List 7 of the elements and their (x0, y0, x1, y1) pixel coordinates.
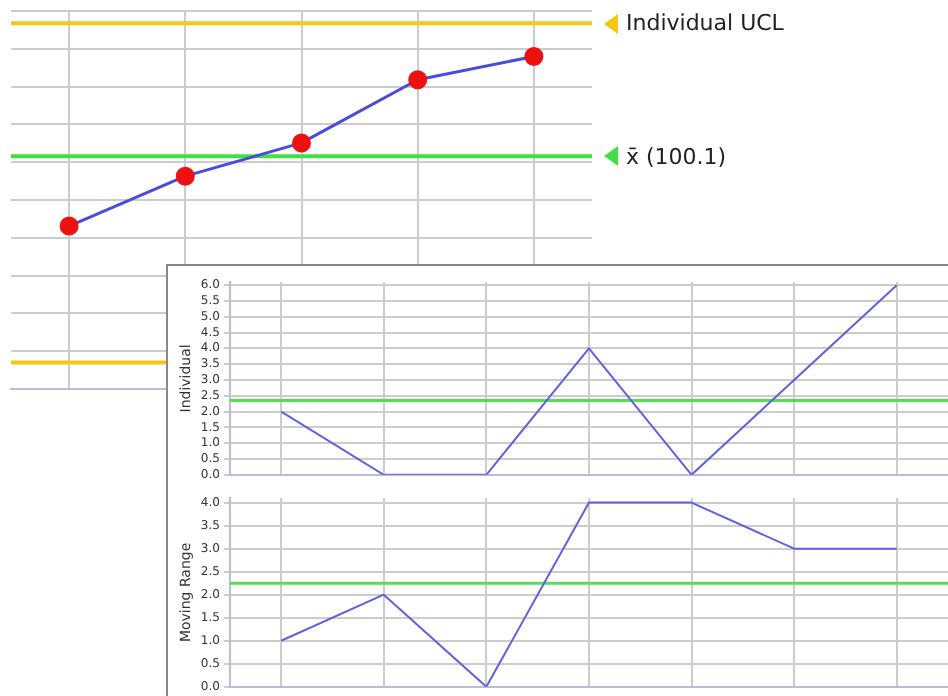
ref-line-label: Individual UCL (626, 10, 784, 37)
point (408, 70, 428, 90)
point (524, 46, 544, 66)
ref-line-label: x̄ (100.1) (626, 143, 727, 170)
point (292, 133, 311, 153)
point (175, 166, 195, 186)
point (59, 216, 79, 236)
